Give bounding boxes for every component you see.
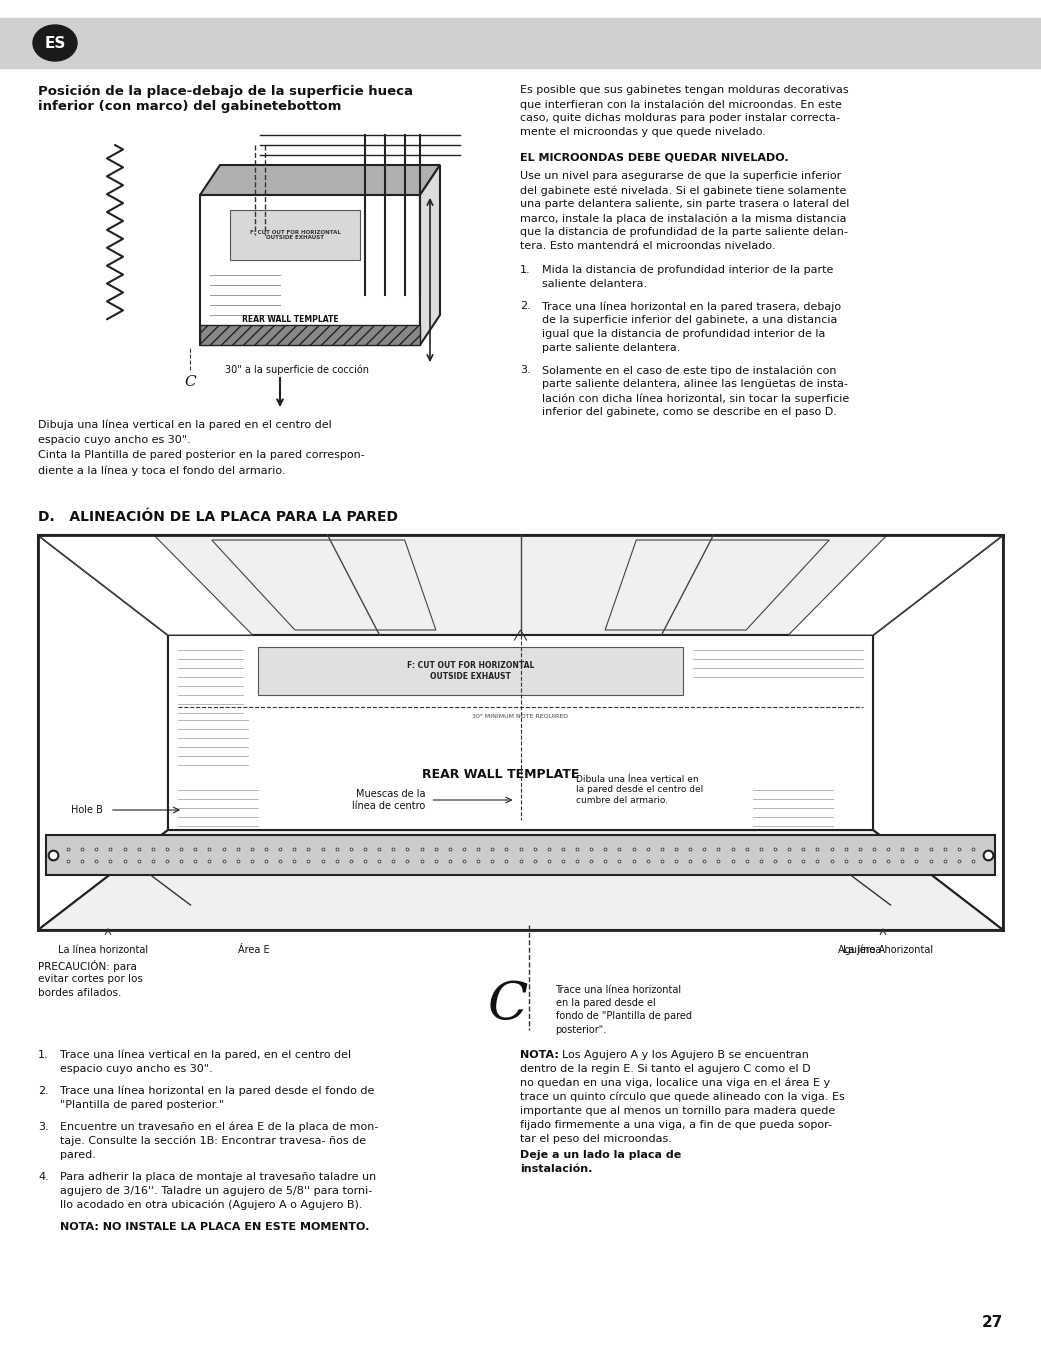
Text: lación con dicha línea horizontal, sin tocar la superficie: lación con dicha línea horizontal, sin t…	[542, 393, 849, 403]
Polygon shape	[788, 536, 1002, 635]
Text: no quedan en una viga, localice una viga en el área E y: no quedan en una viga, localice una viga…	[520, 1078, 830, 1089]
Text: 30" MINIMUM NOTE REQUIRED: 30" MINIMUM NOTE REQUIRED	[473, 714, 568, 718]
Text: 27: 27	[982, 1315, 1002, 1330]
Text: Los Agujero A y los Agujero B se encuentran: Los Agujero A y los Agujero B se encuent…	[562, 1050, 809, 1060]
Text: C: C	[184, 375, 196, 389]
Text: Mida la distancia de profundidad interior de la parte: Mida la distancia de profundidad interio…	[542, 264, 834, 275]
Text: mente el microondas y que quede nivelado.: mente el microondas y que quede nivelado…	[520, 127, 766, 138]
Text: pared.: pared.	[60, 1149, 96, 1160]
Text: NOTA: NO INSTALE LA PLACA EN ESTE MOMENTO.: NOTA: NO INSTALE LA PLACA EN ESTE MOMENT…	[60, 1222, 370, 1232]
Text: del gabinete esté nivelada. Si el gabinete tiene solamente: del gabinete esté nivelada. Si el gabine…	[520, 185, 846, 196]
Text: Cinta la Plantilla de pared posterior en la pared correspon-: Cinta la Plantilla de pared posterior en…	[39, 451, 364, 460]
Text: Para adherir la placa de montaje al travesaño taladre un: Para adherir la placa de montaje al trav…	[60, 1172, 376, 1182]
Polygon shape	[39, 830, 1002, 929]
Text: La línea horizontal: La línea horizontal	[58, 946, 148, 955]
Text: Use un nivel para asegurarse de que la superficie inferior: Use un nivel para asegurarse de que la s…	[520, 171, 841, 181]
Text: agujero de 3/16''. Taladre un agujero de 5/8'' para torni-: agujero de 3/16''. Taladre un agujero de…	[60, 1186, 373, 1197]
Text: dentro de la regin E. Si tanto el agujero C como el D: dentro de la regin E. Si tanto el agujer…	[520, 1064, 811, 1074]
Text: que la distancia de profundidad de la parte saliente delan-: que la distancia de profundidad de la pa…	[520, 227, 847, 237]
Text: importante que al menos un tornillo para madera quede: importante que al menos un tornillo para…	[520, 1106, 835, 1116]
Text: Dibula una Ínea vertical en
la pared desde el centro del
cumbre del armario.: Dibula una Ínea vertical en la pared des…	[576, 776, 703, 805]
Polygon shape	[873, 536, 1002, 929]
Text: Trace una línea vertical en la pared, en el centro del: Trace una línea vertical en la pared, en…	[60, 1050, 351, 1060]
Text: tar el peso del microondas.: tar el peso del microondas.	[520, 1135, 676, 1144]
Text: Hole B: Hole B	[71, 805, 103, 815]
Text: taje. Consulte la sección 1B: Encontrar travesa- ños de: taje. Consulte la sección 1B: Encontrar …	[60, 1136, 366, 1147]
Text: bordes afilados.: bordes afilados.	[39, 987, 122, 998]
Text: Trace una línea horizontal en la pared desde el fondo de: Trace una línea horizontal en la pared d…	[60, 1086, 375, 1097]
Text: Es posible que sus gabinetes tengan molduras decorativas: Es posible que sus gabinetes tengan mold…	[520, 85, 848, 94]
Bar	[168, 635, 873, 830]
Text: instalación.: instalación.	[520, 1164, 592, 1174]
Text: 1.: 1.	[520, 264, 531, 275]
Bar	[0, 18, 1041, 67]
Text: tera. Esto mantendrá el microondas nivelado.: tera. Esto mantendrá el microondas nivel…	[520, 241, 776, 251]
Bar	[200, 196, 420, 345]
Polygon shape	[39, 536, 168, 929]
Polygon shape	[420, 165, 440, 345]
Text: Trace una línea horizontal
en la pared desde el
fondo de "Plantilla de pared
pos: Trace una línea horizontal en la pared d…	[556, 985, 691, 1035]
Text: Agujero A: Agujero A	[838, 946, 885, 955]
Bar	[230, 210, 360, 260]
Text: 3.: 3.	[520, 366, 531, 375]
Text: parte saliente delantera.: parte saliente delantera.	[542, 343, 681, 353]
Text: ES: ES	[45, 35, 66, 50]
Text: Deje a un lado la placa de: Deje a un lado la placa de	[520, 1149, 681, 1160]
Polygon shape	[39, 536, 253, 635]
Text: parte saliente delantera, alinee las lengüetas de insta-: parte saliente delantera, alinee las len…	[542, 379, 848, 389]
Text: Trace una línea horizontal en la pared trasera, debajo: Trace una línea horizontal en la pared t…	[542, 301, 841, 312]
Text: PRECAUCIÓN: para: PRECAUCIÓN: para	[39, 960, 136, 973]
Text: C: C	[488, 979, 529, 1031]
Text: La línea horizontal: La línea horizontal	[843, 946, 933, 955]
Text: fijado firmemente a una viga, a fin de que pueda sopor-: fijado firmemente a una viga, a fin de q…	[520, 1120, 832, 1130]
Text: F: CUT OUT FOR HORIZONTAL
OUTSIDE EXHAUST: F: CUT OUT FOR HORIZONTAL OUTSIDE EXHAUS…	[250, 229, 340, 240]
Text: 3.: 3.	[39, 1122, 49, 1132]
Text: una parte delantera saliente, sin parte trasera o lateral del: una parte delantera saliente, sin parte …	[520, 200, 849, 209]
Text: 30" a la superficie de cocción: 30" a la superficie de cocción	[225, 364, 369, 375]
Text: 2.: 2.	[39, 1086, 49, 1095]
Bar	[258, 648, 683, 695]
Text: igual que la distancia de profundidad interior de la: igual que la distancia de profundidad in…	[542, 329, 826, 339]
Text: NOTA:: NOTA:	[520, 1050, 559, 1060]
Text: F: CUT OUT FOR HORIZONTAL
OUTSIDE EXHAUST: F: CUT OUT FOR HORIZONTAL OUTSIDE EXHAUS…	[407, 661, 534, 681]
Text: 4.: 4.	[39, 1172, 49, 1182]
Text: EL MICROONDAS DEBE QUEDAR NIVELADO.: EL MICROONDAS DEBE QUEDAR NIVELADO.	[520, 152, 789, 163]
Text: diente a la línea y toca el fondo del armario.: diente a la línea y toca el fondo del ar…	[39, 465, 285, 475]
Text: REAR WALL TEMPLATE: REAR WALL TEMPLATE	[242, 316, 338, 325]
Text: 2.: 2.	[520, 301, 531, 312]
Text: de la superficie inferior del gabinete, a una distancia: de la superficie inferior del gabinete, …	[542, 316, 837, 325]
Text: Dibuja una línea vertical en la pared en el centro del: Dibuja una línea vertical en la pared en…	[39, 420, 332, 430]
Text: llo acodado en otra ubicación (Agujero A o Agujero B).: llo acodado en otra ubicación (Agujero A…	[60, 1201, 362, 1210]
Text: espacio cuyo ancho es 30".: espacio cuyo ancho es 30".	[60, 1064, 212, 1074]
Text: espacio cuyo ancho es 30".: espacio cuyo ancho es 30".	[39, 434, 191, 445]
Text: Muescas de la
línea de centro: Muescas de la línea de centro	[352, 789, 426, 811]
Text: marco, instale la placa de instalación a la misma distancia: marco, instale la placa de instalación a…	[520, 213, 846, 224]
Bar	[200, 325, 420, 345]
Text: D.   ALINEACIÓN DE LA PLACA PARA LA PARED: D. ALINEACIÓN DE LA PLACA PARA LA PARED	[39, 510, 398, 523]
Text: caso, quite dichas molduras para poder instalar correcta-: caso, quite dichas molduras para poder i…	[520, 113, 840, 123]
Text: trace un quinto círculo que quede alineado con la viga. Es: trace un quinto círculo que quede alinea…	[520, 1091, 844, 1102]
Text: "Plantilla de pared posterior.": "Plantilla de pared posterior."	[60, 1099, 224, 1110]
Text: REAR WALL TEMPLATE: REAR WALL TEMPLATE	[422, 769, 579, 781]
Text: inferior (con marco) del gabinetebottom: inferior (con marco) del gabinetebottom	[39, 100, 341, 113]
Text: Área E: Área E	[238, 946, 270, 955]
Text: Encuentre un travesaño en el área E de la placa de mon-: Encuentre un travesaño en el área E de l…	[60, 1122, 378, 1133]
Polygon shape	[200, 165, 440, 196]
Polygon shape	[39, 536, 1002, 635]
Text: inferior del gabinete, como se describe en el paso D.: inferior del gabinete, como se describe …	[542, 407, 837, 417]
Text: Solamente en el caso de este tipo de instalación con: Solamente en el caso de este tipo de ins…	[542, 366, 837, 375]
Text: 1.: 1.	[39, 1050, 49, 1060]
Ellipse shape	[33, 26, 77, 61]
Bar	[46, 835, 995, 876]
Text: que interfieran con la instalación del microondas. En este: que interfieran con la instalación del m…	[520, 98, 842, 109]
Text: evitar cortes por los: evitar cortes por los	[39, 974, 143, 983]
Text: saliente delantera.: saliente delantera.	[542, 279, 648, 289]
Text: Posición de la place-debajo de la superficie hueca: Posición de la place-debajo de la superf…	[39, 85, 413, 98]
